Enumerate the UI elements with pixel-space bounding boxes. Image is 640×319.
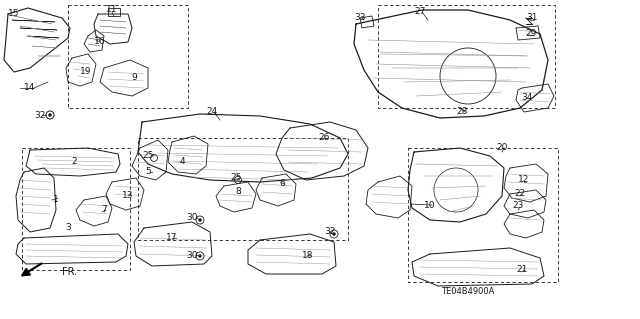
Circle shape <box>333 233 335 235</box>
Text: 8: 8 <box>235 188 241 197</box>
Circle shape <box>49 114 51 116</box>
Text: 26: 26 <box>318 133 330 143</box>
Text: 32: 32 <box>324 227 336 236</box>
Text: 13: 13 <box>122 190 134 199</box>
Text: 3: 3 <box>65 224 71 233</box>
Text: 1: 1 <box>53 196 59 204</box>
Text: 7: 7 <box>101 205 107 214</box>
Text: 15: 15 <box>8 10 20 19</box>
Text: 22: 22 <box>515 189 525 197</box>
Text: 25: 25 <box>142 151 154 160</box>
Text: 9: 9 <box>131 73 137 83</box>
Text: 5: 5 <box>145 167 151 176</box>
Text: 31: 31 <box>526 13 538 23</box>
Text: 30: 30 <box>186 213 198 222</box>
Text: 14: 14 <box>24 84 36 93</box>
Text: 34: 34 <box>522 93 532 101</box>
Text: 23: 23 <box>512 202 524 211</box>
Text: 2: 2 <box>71 158 77 167</box>
Text: FR.: FR. <box>62 267 77 277</box>
Text: 6: 6 <box>279 179 285 188</box>
Circle shape <box>198 255 202 257</box>
Text: 16: 16 <box>94 38 106 47</box>
Text: 4: 4 <box>179 158 185 167</box>
Text: 10: 10 <box>424 201 436 210</box>
Text: 29: 29 <box>525 29 537 39</box>
Text: 27: 27 <box>414 8 426 17</box>
Text: 33: 33 <box>355 13 365 23</box>
Text: 17: 17 <box>166 234 178 242</box>
Text: 32: 32 <box>35 110 45 120</box>
Text: 25: 25 <box>230 174 242 182</box>
Text: 30: 30 <box>186 250 198 259</box>
Circle shape <box>198 219 202 221</box>
Text: 21: 21 <box>516 265 528 275</box>
Text: 19: 19 <box>80 68 92 77</box>
Text: 11: 11 <box>106 5 118 14</box>
Text: 12: 12 <box>518 175 530 184</box>
Text: TE04B4900A: TE04B4900A <box>442 287 495 296</box>
Text: 24: 24 <box>206 108 218 116</box>
Text: 20: 20 <box>496 144 508 152</box>
Text: 18: 18 <box>302 250 314 259</box>
Text: 28: 28 <box>456 108 468 116</box>
